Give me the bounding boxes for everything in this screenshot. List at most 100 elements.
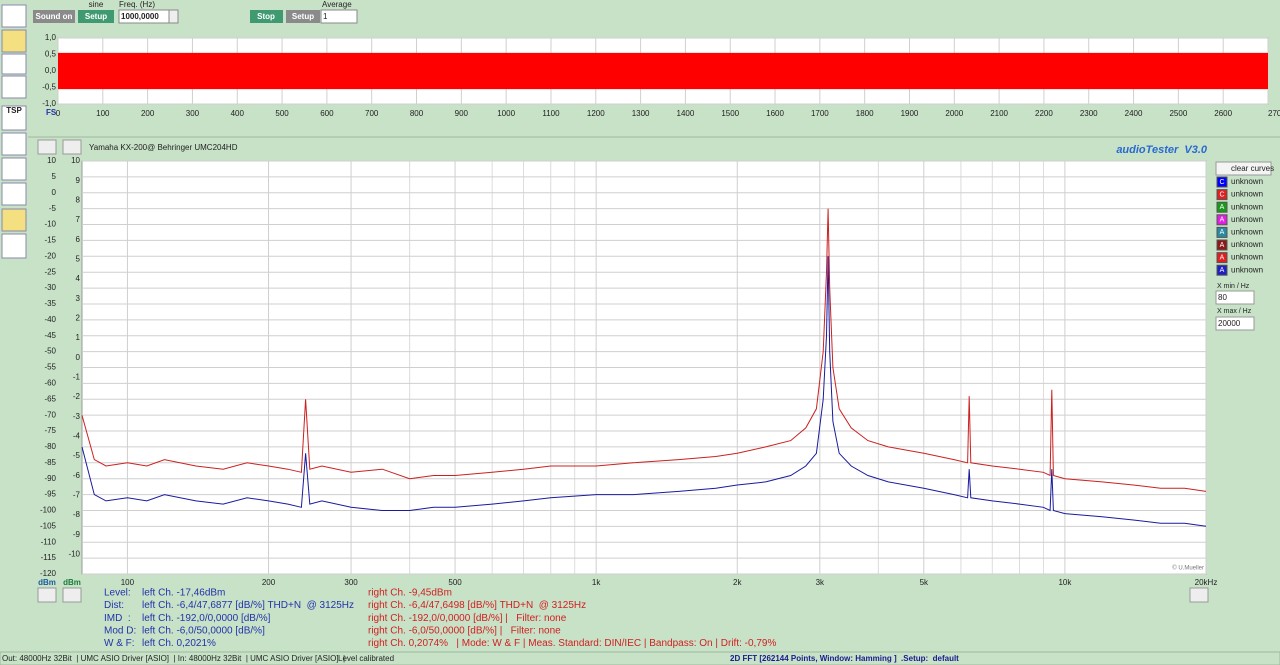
x-tick-label: 2500 bbox=[1169, 109, 1187, 118]
x-tick-label: 1200 bbox=[587, 109, 605, 118]
x-tick-label: 2700ms bbox=[1268, 109, 1280, 118]
y-tick-label: -95 bbox=[44, 490, 56, 499]
average-input[interactable] bbox=[320, 9, 358, 24]
measure-right: right Ch. -6,0/50,0000 [dB/%] | Filter: … bbox=[368, 625, 561, 636]
x-tick-label: 700 bbox=[365, 109, 379, 118]
fs-label: FS bbox=[46, 108, 57, 117]
y2-tick-label: 0 bbox=[76, 353, 81, 362]
setup-button[interactable] bbox=[286, 10, 320, 23]
spinner[interactable] bbox=[37, 139, 57, 155]
x-tick-label: 100 bbox=[121, 578, 135, 587]
y2-tick-label: -5 bbox=[73, 451, 81, 460]
curve-swatch[interactable] bbox=[1216, 264, 1228, 276]
setup-text[interactable]: Setup bbox=[85, 12, 107, 21]
y-tick-label: 0 bbox=[52, 188, 57, 197]
curve-label: unknown bbox=[1231, 240, 1263, 249]
y-tick-label: -55 bbox=[44, 363, 56, 372]
freq-spinner[interactable] bbox=[168, 9, 179, 24]
y2-tick-label: 9 bbox=[76, 176, 81, 185]
x-tick-label: 2000 bbox=[945, 109, 963, 118]
y-tick-label: -10 bbox=[44, 220, 56, 229]
curve-swatch[interactable] bbox=[1216, 176, 1228, 188]
y-tick-label: -115 bbox=[41, 553, 57, 562]
y-tick-label: -100 bbox=[40, 506, 57, 515]
x-tick-label: 1100 bbox=[542, 109, 560, 118]
x-tick-label: 1300 bbox=[632, 109, 650, 118]
x-tick-label: 800 bbox=[410, 109, 424, 118]
y2-tick-label: 8 bbox=[76, 195, 81, 204]
y2-tick-label: -9 bbox=[73, 530, 81, 539]
curve-swatch[interactable] bbox=[1216, 252, 1228, 264]
freq-value[interactable]: 1000,0000 bbox=[121, 12, 159, 21]
clear-curves-text[interactable]: clear curves bbox=[1231, 164, 1274, 173]
x-tick-label: 1800 bbox=[856, 109, 874, 118]
y2-tick-label: 6 bbox=[76, 235, 81, 244]
x-tick-label: 20kHz bbox=[1195, 578, 1218, 587]
y-tick-label: -90 bbox=[44, 474, 56, 483]
tsp-label[interactable]: TSP bbox=[6, 106, 22, 115]
x-tick-label: 1400 bbox=[677, 109, 695, 118]
x-tick-label: 1700 bbox=[811, 109, 829, 118]
clear-curves-button[interactable] bbox=[1215, 161, 1272, 176]
y-tick-label: 0,0 bbox=[45, 66, 57, 75]
x-tick-label: 2100 bbox=[990, 109, 1008, 118]
stop-button[interactable] bbox=[250, 10, 283, 23]
y-tick-label: 1,0 bbox=[45, 33, 57, 42]
xmin-input[interactable] bbox=[1215, 290, 1255, 305]
stop-text[interactable]: Stop bbox=[257, 12, 275, 21]
curve-swatch[interactable] bbox=[1216, 214, 1228, 226]
spinner[interactable] bbox=[37, 587, 57, 603]
sound-on-text[interactable]: Sound on bbox=[36, 12, 73, 21]
curve-swatch[interactable] bbox=[1216, 239, 1228, 251]
y-tick-label: -50 bbox=[44, 347, 56, 356]
curve-label: unknown bbox=[1231, 265, 1263, 274]
setup-button[interactable] bbox=[78, 10, 114, 23]
sound-on-button[interactable] bbox=[33, 10, 75, 23]
x-tick-label: 300 bbox=[344, 578, 358, 587]
average-value[interactable]: 1 bbox=[323, 12, 328, 21]
y-tick-label: -70 bbox=[44, 410, 56, 419]
curve-letter: C bbox=[1219, 179, 1224, 186]
xmax-value[interactable]: 20000 bbox=[1218, 319, 1241, 328]
x-tick-label: 1900 bbox=[901, 109, 919, 118]
measure-label: Dist: bbox=[104, 600, 124, 611]
measure-label: Level: bbox=[104, 588, 131, 599]
spinner[interactable] bbox=[62, 139, 82, 155]
y-tick-label: -75 bbox=[44, 426, 56, 435]
x-tick-label: 2200 bbox=[1035, 109, 1053, 118]
measure-right: right Ch. -9,45dBm bbox=[368, 588, 452, 599]
curve-swatch[interactable] bbox=[1216, 189, 1228, 201]
status-io: Out: 48000Hz 32Bit | UMC ASIO Driver [AS… bbox=[2, 654, 345, 663]
y-tick-label: 10 bbox=[47, 156, 56, 165]
x-tick-label: 500 bbox=[448, 578, 462, 587]
y-tick-label: -40 bbox=[44, 315, 56, 324]
y-tick-label: -5 bbox=[49, 204, 57, 213]
y-tick-label: -80 bbox=[44, 442, 56, 451]
curve-label: unknown bbox=[1231, 177, 1263, 186]
status-bar bbox=[0, 651, 1280, 665]
xmax-input[interactable] bbox=[1215, 316, 1255, 331]
measure-label: Mod D: bbox=[104, 625, 136, 636]
y-tick-label: -1,0 bbox=[42, 99, 56, 108]
y2-tick-label: 4 bbox=[76, 274, 81, 283]
y-tick-label: -20 bbox=[44, 251, 56, 260]
tool-icons[interactable] bbox=[1, 4, 27, 259]
curve-swatch[interactable] bbox=[1216, 226, 1228, 238]
setup-text[interactable]: Setup bbox=[292, 12, 314, 21]
x-tick-label: 2300 bbox=[1080, 109, 1098, 118]
x-tick-label: 2600 bbox=[1214, 109, 1232, 118]
xmin-value[interactable]: 80 bbox=[1218, 293, 1227, 302]
y2-tick-label: -10 bbox=[68, 549, 80, 558]
xmin-label: X min / Hz bbox=[1217, 283, 1250, 290]
x-tick-label: 2k bbox=[733, 578, 742, 587]
spinner[interactable] bbox=[1189, 587, 1209, 603]
measure-left: left Ch. -17,46dBm bbox=[142, 588, 225, 599]
x-tick-label: 1000 bbox=[497, 109, 515, 118]
wave-label: sine bbox=[89, 0, 104, 9]
spinner[interactable] bbox=[62, 587, 82, 603]
curve-swatch[interactable] bbox=[1216, 201, 1228, 213]
y-tick-label: -45 bbox=[44, 331, 56, 340]
y-tick-label: 5 bbox=[52, 172, 57, 181]
y2-axis-label: dBm bbox=[63, 578, 81, 587]
